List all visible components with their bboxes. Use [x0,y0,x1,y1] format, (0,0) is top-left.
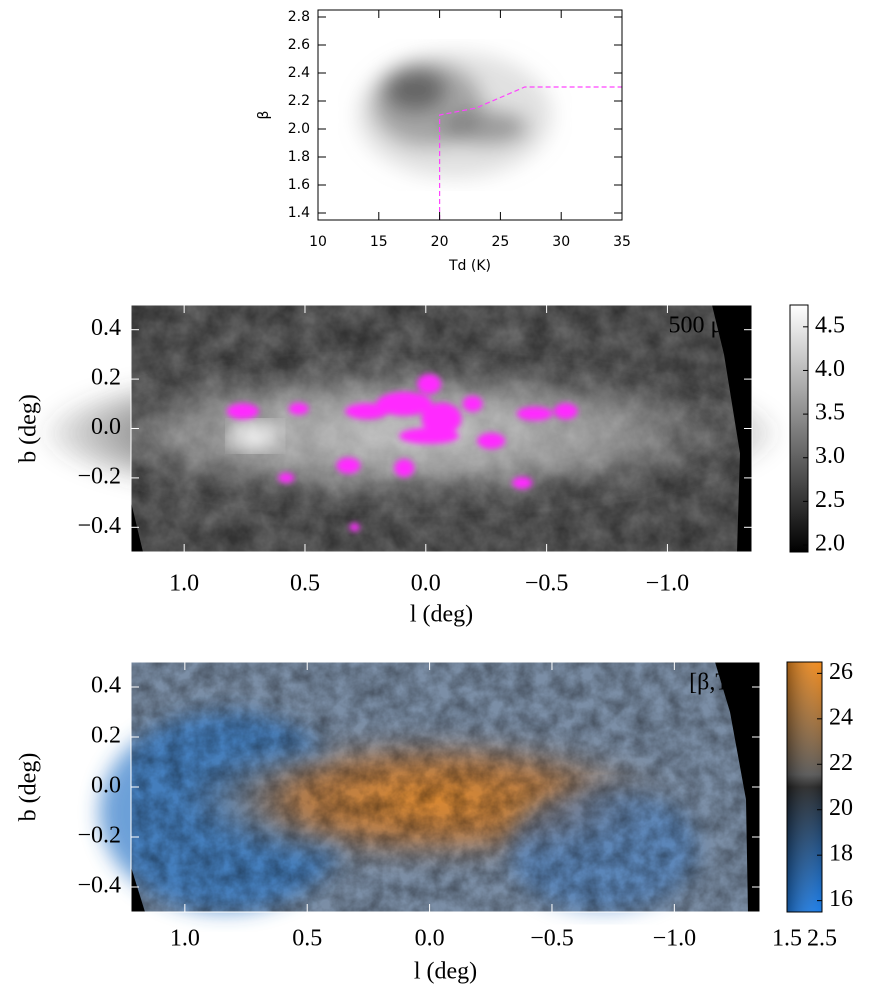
x-tick-label: 30 [552,234,570,250]
panel: 10 15 20 25 30 35 1.4 1.6 1.8 2.0 2.2 2.4 2.6 2.8 Td (… [256,9,631,274]
y-tick-label: 1.6 [288,177,310,193]
y-tick-label: 2.8 [288,9,310,25]
colorbar-saturation [787,662,822,912]
contour-blob [394,459,415,478]
contour-blob [288,402,309,415]
x-tick-label: 1.0 [170,926,200,952]
x-tick-label: 20 [431,234,449,250]
x-tick-label: 35 [613,234,631,250]
x-tick-label: −1.0 [653,926,697,952]
dashed-line [439,86,622,220]
y-tick-label: 0.2 [91,723,121,749]
annotation: 500 μm [668,313,742,339]
x-tick-label: −0.5 [530,926,574,952]
x-axis-label: Td (K) [448,258,491,274]
contour-blob [553,403,578,420]
contour-blob [349,523,360,532]
y-tick-label: 1.8 [288,149,310,165]
y-axis-label: b (deg) [16,753,42,822]
y-tick-label: −0.2 [77,823,121,849]
y-axis-label: b (deg) [16,394,42,463]
x-tick-label: 15 [370,234,388,250]
contour-blob [278,472,295,483]
contour-blob [512,476,533,489]
x-tick-label: 0.5 [292,926,322,952]
colorbar-frame [786,661,823,913]
contour-blob [516,406,553,421]
y-tick-label: 1.4 [288,205,310,221]
contour-blob [421,402,462,435]
colorbar-tick-label: 3.5 [815,400,845,426]
map-edge [715,662,760,912]
contour-blob [417,374,442,395]
x-axis-label: l (deg) [414,959,477,985]
panel: 1.0 0.5 0.0 −0.5 −1.0 −0.4 −0.2 0.0 0.2 0.4 l (deg… [16,304,845,628]
colorbar-tick-label: 18 [829,841,853,867]
x-tick-label: 0.0 [415,926,445,952]
colorbar-x-tick-label: 2.5 [807,926,837,952]
colorbar-tick-label: 4.0 [815,356,845,382]
colorbar-x-tick-label: 1.5 [772,926,802,952]
x-tick-label: 0.0 [411,571,441,597]
contour-blob [336,457,361,474]
y-tick-label: 0.4 [91,315,121,341]
y-axis-label: β [256,111,272,120]
texture [131,662,760,912]
colorbar-tick-label: 26 [829,659,853,685]
y-tick-label: 2.2 [288,93,310,109]
annotation: [β,Td] [689,670,750,696]
colorbar-tick-label: 2.5 [815,487,845,513]
contour-blob [376,391,433,416]
y-tick-label: 2.4 [288,65,310,81]
density-cloud [357,52,553,178]
colorbar-tick-label: 24 [829,704,853,730]
x-tick-label: 25 [491,234,509,250]
contour-blob [462,395,483,412]
contour-blob [226,403,259,420]
x-tick-label: 10 [309,234,327,250]
x-tick-label: −1.0 [646,571,690,597]
y-tick-label: 0.0 [91,414,121,440]
colorbar [790,305,808,552]
x-axis-label: l (deg) [410,602,473,628]
colorbar-tick-label: 20 [829,795,853,821]
x-tick-label: 0.5 [290,571,320,597]
colorbar-tick-label: 2.0 [815,531,845,557]
cloud-outer [357,52,553,178]
y-tick-label: 0.0 [91,773,121,799]
y-tick-label: −0.4 [77,873,121,899]
y-tick-label: 2.6 [288,37,310,53]
plot-frame [317,9,623,221]
colorbar-tick-label: 3.0 [815,443,845,469]
colorbar-tick-label: 16 [829,886,853,912]
y-tick-label: −0.4 [77,513,121,539]
y-tick-label: −0.2 [77,463,121,489]
contour-blob [477,432,506,449]
y-tick-label: 0.4 [91,673,121,699]
map-edge [131,867,145,912]
y-tick-label: 0.2 [91,365,121,391]
panel: 1.0 0.5 0.0 −0.5 −1.0 −0.4 −0.2 0.0 0.2 0.4 l (deg… [16,659,854,985]
x-tick-label: −0.5 [525,571,569,597]
colorbar-tick-label: 22 [829,750,853,776]
map-edge [712,305,752,552]
colorbar-tick-label: 4.5 [815,312,845,338]
x-tick-label: 1.0 [169,571,199,597]
y-tick-label: 2.0 [288,121,310,137]
magenta-contours [226,374,578,532]
colorbar-frame [789,304,809,553]
